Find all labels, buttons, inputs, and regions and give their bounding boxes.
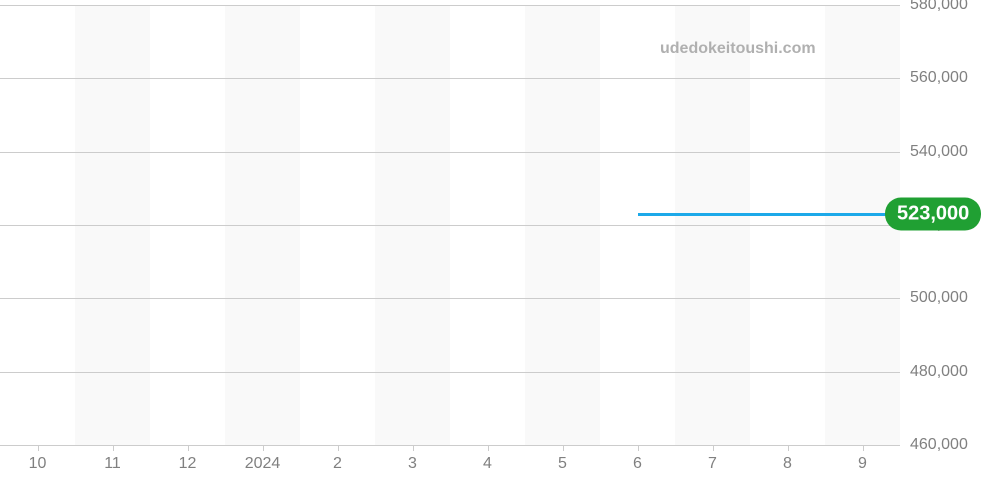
gridline [0,298,900,299]
watermark-text: udedokeitoushi.com [660,40,816,58]
x-axis-label: 9 [858,455,867,473]
y-axis-label: 580,000 [910,0,968,14]
gridline [0,372,900,373]
x-tick [188,445,189,451]
y-axis-label: 540,000 [910,143,968,161]
price-chart: 460,000480,000500,000520,000540,000560,0… [0,0,1000,500]
x-tick [113,445,114,451]
gridline [0,225,900,226]
x-axis-label: 7 [708,455,717,473]
x-axis-label: 4 [483,455,492,473]
x-tick [713,445,714,451]
plot-area [0,5,900,445]
x-tick [338,445,339,451]
x-axis-label: 5 [558,455,567,473]
x-tick [563,445,564,451]
x-tick [863,445,864,451]
x-axis-label: 3 [408,455,417,473]
x-axis-label: 11 [104,455,121,473]
x-axis-label: 2 [333,455,342,473]
x-tick [263,445,264,451]
x-axis-label: 12 [179,455,197,473]
gridline [0,445,900,446]
x-tick [38,445,39,451]
price-line [638,213,901,216]
gridline [0,152,900,153]
x-tick [488,445,489,451]
current-value-badge: 523,000 [885,198,981,231]
x-axis-label: 2024 [245,455,281,473]
x-tick [638,445,639,451]
x-tick [788,445,789,451]
y-axis-label: 460,000 [910,436,968,454]
y-axis-label: 500,000 [910,289,968,307]
y-axis-label: 560,000 [910,69,968,87]
y-axis-label: 480,000 [910,363,968,381]
gridline [0,5,900,6]
x-tick [413,445,414,451]
x-axis-label: 6 [633,455,642,473]
x-axis-label: 10 [29,455,47,473]
gridline [0,78,900,79]
x-axis-label: 8 [783,455,792,473]
